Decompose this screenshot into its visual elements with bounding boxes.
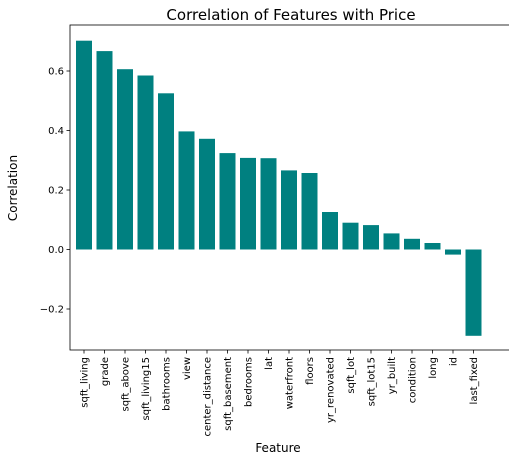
bar-floors — [301, 173, 318, 250]
x-tick-label: sqft_lot15 — [367, 357, 378, 406]
y-tick-label: 0.0 — [48, 245, 64, 256]
x-tick-label: floors — [305, 357, 316, 385]
x-tick-label: view — [182, 357, 193, 380]
x-tick-label: id — [449, 357, 460, 366]
x-tick-label: waterfront — [285, 357, 296, 409]
x-tick-label: sqft_lot — [346, 357, 357, 394]
plot-frame — [69, 24, 509, 351]
chart-title: Correlation of Features with Price — [166, 6, 415, 24]
x-tick-label: bedrooms — [244, 357, 255, 407]
x-tick-label: sqft_basement — [223, 357, 234, 431]
y-tick-label: 0.4 — [48, 126, 64, 137]
x-tick-label: yr_built — [387, 357, 398, 394]
y-tick-label: 0.6 — [48, 67, 64, 78]
bar-long — [424, 243, 441, 250]
x-axis: sqft_living grade sqft_above sqft_living15 b… — [80, 350, 480, 437]
bar-view — [178, 131, 195, 250]
y-axis: −0.2 0.0 0.2 0.4 0.6 — [40, 67, 70, 316]
bar-lat — [260, 158, 277, 250]
bars-group — [76, 40, 482, 336]
bar-yr-built — [383, 233, 400, 250]
bar-bedrooms — [240, 157, 256, 250]
bar-bathrooms — [158, 93, 174, 250]
x-tick-label: sqft_above — [121, 357, 132, 412]
x-tick-label: center_distance — [203, 357, 214, 437]
bar-yr-renovated — [322, 212, 338, 250]
bar-grade — [96, 51, 113, 250]
bar-sqft-basement — [219, 153, 236, 250]
x-tick-label: lat — [264, 357, 275, 370]
x-axis-label: Feature — [255, 441, 300, 455]
bar-sqft-above — [117, 69, 133, 250]
bar-sqft-lot15 — [363, 225, 379, 250]
x-tick-label: long — [428, 357, 439, 379]
bar-center-distance — [199, 138, 215, 250]
x-tick-label: sqft_living — [80, 357, 91, 408]
bar-sqft-lot — [342, 222, 359, 250]
y-tick-label: −0.2 — [40, 305, 64, 316]
x-tick-label: bathrooms — [162, 357, 173, 411]
x-tick-label: grade — [100, 357, 111, 386]
bar-id — [445, 249, 461, 255]
bar-last-fixed — [465, 249, 482, 336]
bar-waterfront — [281, 170, 297, 250]
bar-sqft-living — [76, 40, 92, 250]
x-tick-label: sqft_living15 — [141, 357, 152, 421]
y-tick-label: 0.2 — [48, 186, 64, 197]
y-axis-label: Correlation — [6, 155, 20, 221]
x-tick-label: last_fixed — [469, 357, 480, 404]
x-tick-label: condition — [408, 357, 419, 403]
x-tick-label: yr_renovated — [326, 357, 337, 423]
bar-sqft-living15 — [137, 75, 154, 250]
bar-condition — [404, 238, 420, 250]
